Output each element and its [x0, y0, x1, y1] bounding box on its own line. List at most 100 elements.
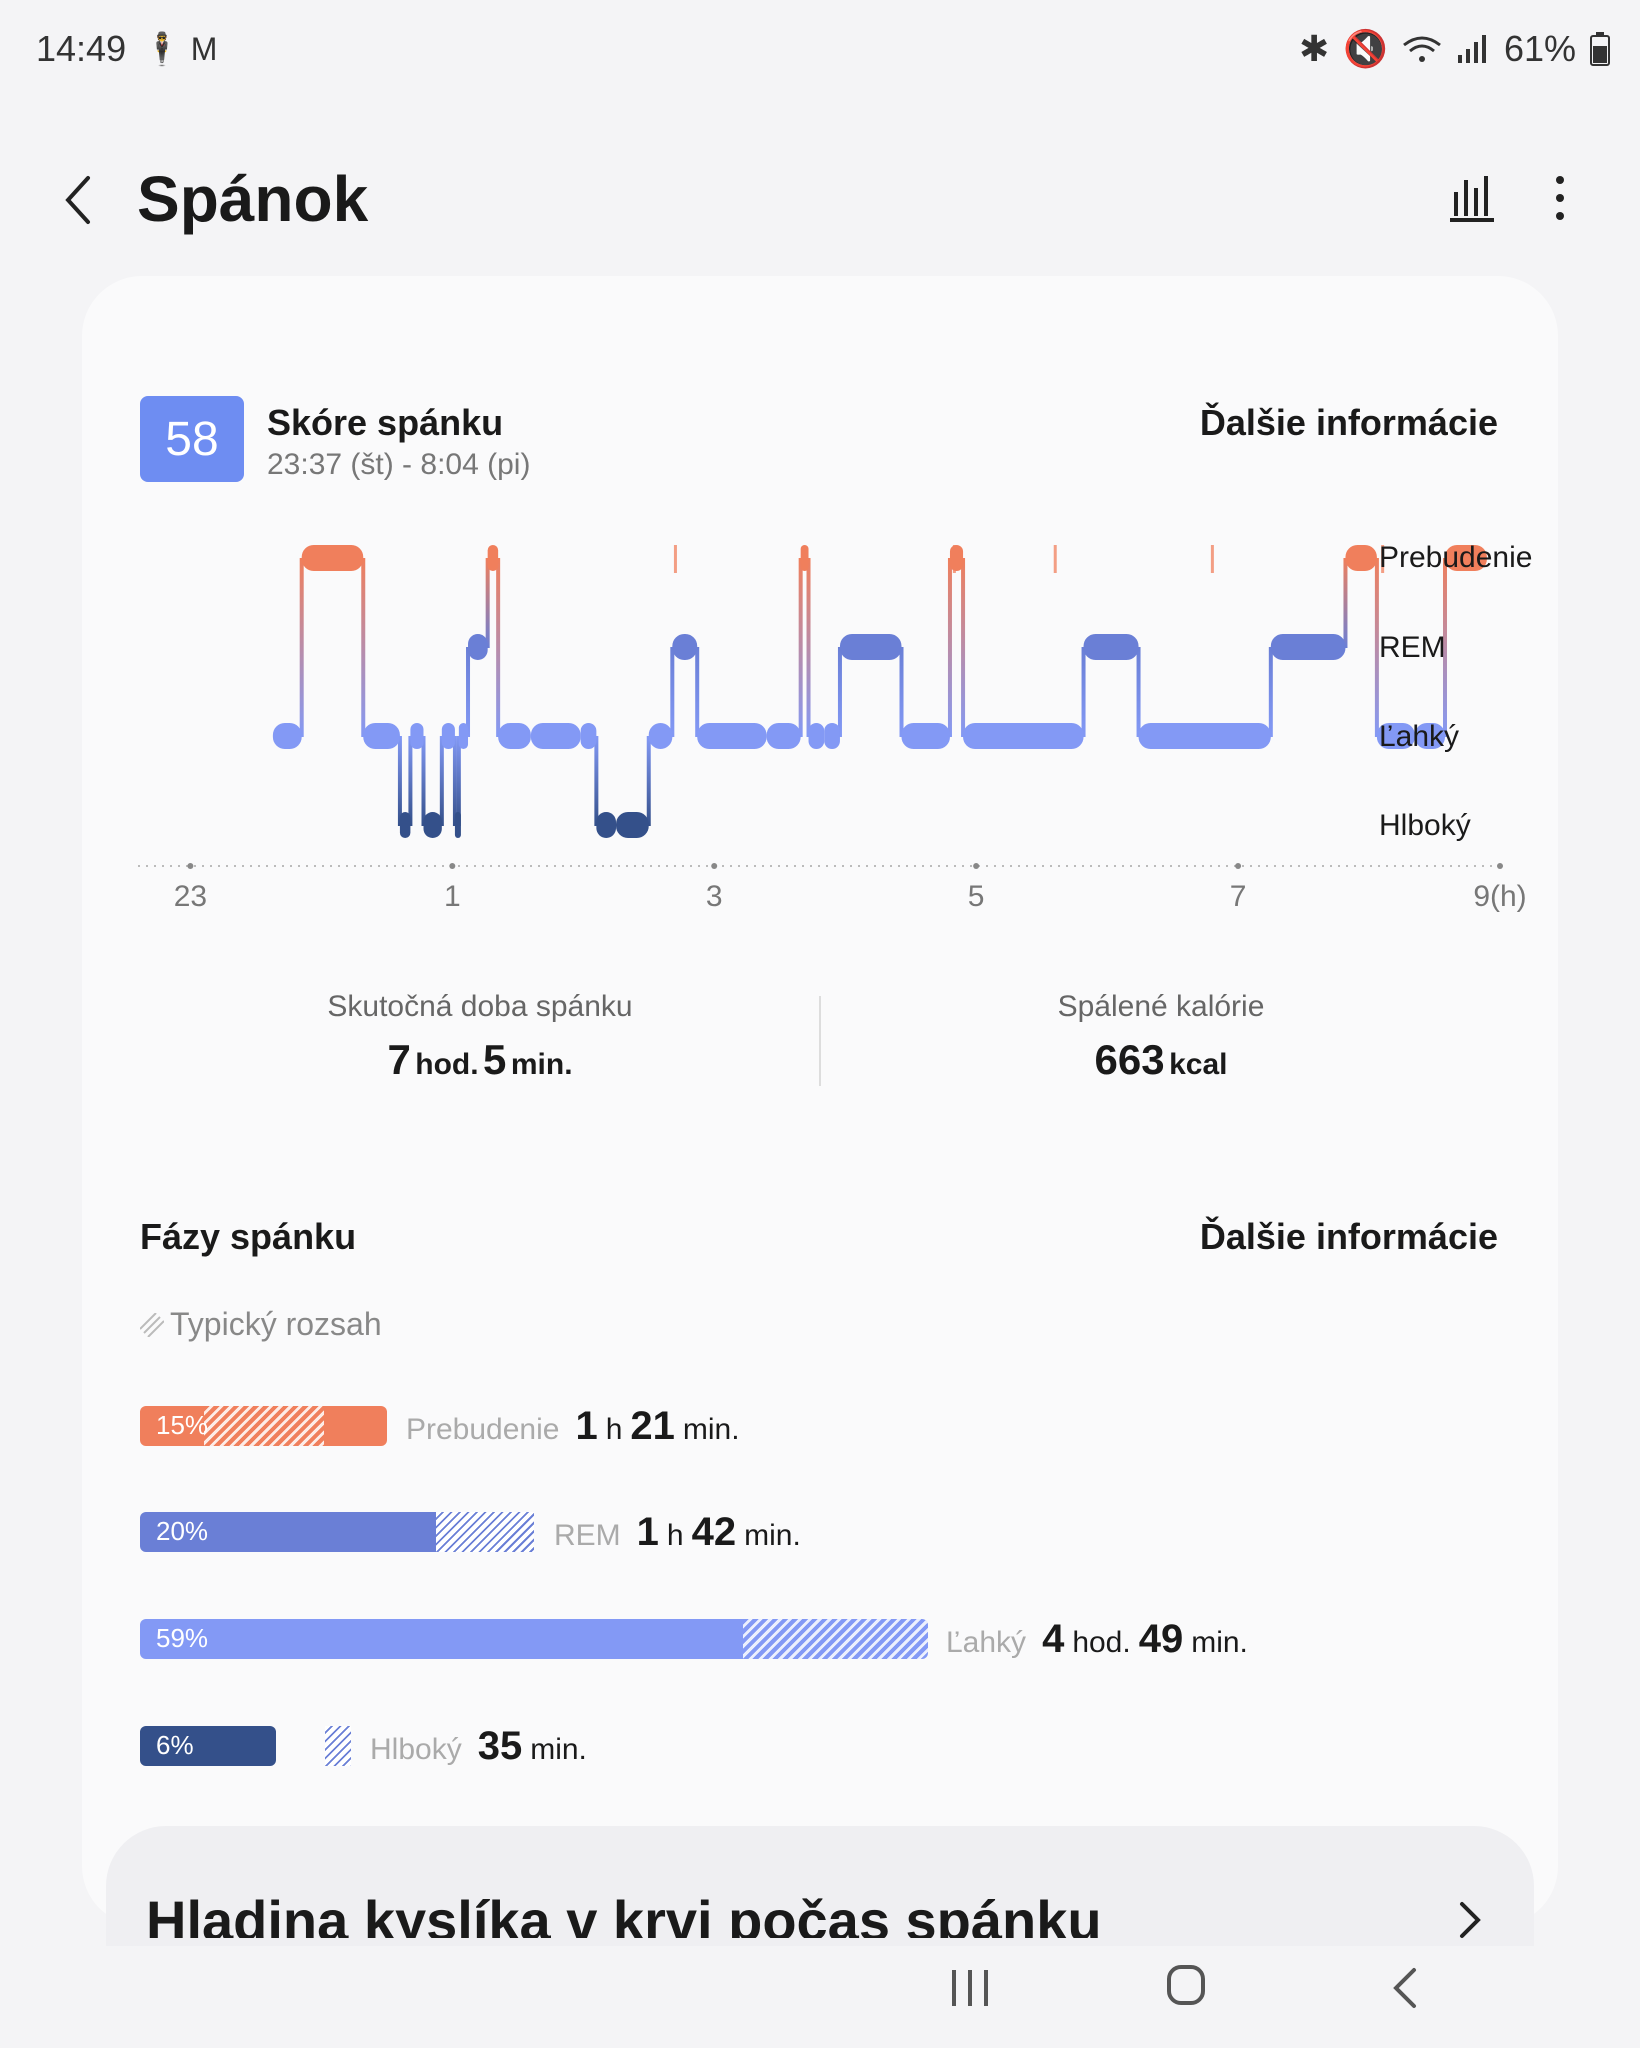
stage-transition	[695, 647, 700, 737]
typical-range-legend: Typický rozsah	[140, 1306, 382, 1343]
battery-icon	[1590, 32, 1610, 66]
page-title: Spánok	[137, 163, 369, 235]
blood-oxygen-card[interactable]	[106, 1826, 1534, 1946]
x-tick-dot	[187, 863, 194, 869]
x-tick-dot	[1235, 863, 1242, 869]
phase-bar-deep: 6%	[140, 1726, 276, 1766]
sleep-stage-segment	[580, 723, 597, 749]
sleep-time-range: 23:37 (št) - 8:04 (pi)	[267, 448, 531, 481]
awake-tick	[1053, 545, 1057, 573]
wifi-icon	[1403, 36, 1441, 62]
back-arrow-icon[interactable]	[52, 168, 108, 232]
sleep-stage-segment	[1083, 634, 1139, 660]
recent-apps-icon[interactable]	[948, 1968, 992, 2008]
stage-transition	[1442, 558, 1447, 737]
typical-range-hatch	[325, 1726, 351, 1766]
notification-icons: 🕴 M	[142, 31, 218, 67]
phase-percent: 20%	[156, 1516, 209, 1546]
stage-transition	[798, 558, 803, 737]
awake-tick	[673, 545, 677, 573]
x-tick-label: 23	[173, 880, 208, 913]
phase-bar-light: 59%	[140, 1619, 928, 1659]
x-tick-label: 3	[705, 880, 723, 913]
phase-bar-rem: 20%	[140, 1512, 436, 1552]
sleep-stage-segment	[616, 812, 649, 838]
sleep-stage-segment	[963, 723, 1084, 749]
phase-info-light: Ľahký 4 hod. 49 min.	[946, 1617, 1248, 1661]
sleep-phases-title: Fázy spánku	[140, 1216, 357, 1257]
sleep-stage-segment	[901, 723, 950, 749]
sleep-stage-segment	[1270, 634, 1346, 660]
sleep-stage-segment	[458, 723, 469, 749]
legend-deep: Hlboký	[1379, 809, 1471, 842]
awake-tick	[1210, 545, 1214, 573]
x-tick-label: 9(h)	[1473, 880, 1527, 913]
sleep-stage-segment	[1345, 545, 1377, 571]
mute-icon: 🔇	[1343, 28, 1388, 69]
x-tick-label: 5	[967, 880, 985, 913]
x-tick-label: 1	[443, 880, 461, 913]
stage-transition	[466, 647, 471, 737]
sleep-stage-segment	[454, 812, 461, 838]
sleep-score-badge: 58	[140, 396, 244, 482]
stage-transition	[456, 736, 461, 826]
typical-range-hatch	[743, 1619, 928, 1659]
sleep-stage-segment	[399, 812, 411, 838]
typical-range-label: Typický rozsah	[170, 1306, 382, 1342]
stage-transition	[1343, 558, 1348, 648]
x-tick-dot	[449, 863, 456, 869]
phase-percent: 15%	[156, 1410, 209, 1440]
phase-percent: 59%	[156, 1623, 209, 1653]
home-icon[interactable]	[1166, 1964, 1206, 2006]
stage-transition	[485, 558, 490, 648]
sleep-stage-segment	[498, 723, 531, 749]
status-right: ✱ 🔇 61%	[1299, 28, 1610, 70]
stage-transition	[1081, 647, 1086, 737]
sleep-stage-segment	[423, 812, 442, 838]
sleep-stage-segment	[272, 723, 302, 749]
battery-percent: 61%	[1503, 28, 1576, 69]
stage-transition	[496, 558, 501, 737]
sleep-stage-segment	[363, 723, 400, 749]
calories-label: Spálené kalórie	[1057, 990, 1265, 1023]
stage-transition	[961, 558, 966, 737]
phase-info-deep: Hlboký 35 min.	[370, 1724, 587, 1768]
typical-range-hatch	[436, 1512, 534, 1552]
typical-range-hatch	[204, 1406, 324, 1446]
sleep-score-title: Skóre spánku	[267, 402, 504, 443]
stage-transition	[1374, 558, 1379, 737]
blood-oxygen-title: Hladina kyslíka v krvi počas spánku	[146, 1889, 1102, 1938]
stage-transition	[361, 558, 366, 737]
stage-transition	[947, 558, 952, 737]
legend-rem: REM	[1379, 631, 1446, 664]
bar-chart-icon[interactable]	[1448, 172, 1500, 224]
stage-transition	[1136, 647, 1141, 737]
sleep-stage-segment	[824, 723, 840, 749]
stage-transition	[299, 558, 304, 737]
x-tick-dot	[1497, 863, 1503, 869]
more-options-icon[interactable]	[1540, 172, 1580, 224]
hatch-icon	[140, 1312, 164, 1337]
stage-transition	[397, 736, 402, 826]
actual-sleep-value: 7 hod. 5 min.	[387, 1036, 573, 1083]
legend-light: Ľahký	[1379, 720, 1460, 753]
phases-more-info-link[interactable]: Ďalšie informácie	[1199, 1216, 1498, 1257]
sleep-stage-segment	[808, 723, 825, 749]
sleep-stage-segment	[1138, 723, 1271, 749]
chevron-right-icon[interactable]	[1450, 1898, 1490, 1942]
stage-transition	[670, 647, 675, 737]
nav-back-icon[interactable]	[1390, 1966, 1420, 2010]
sleep-stages-chart	[138, 545, 1503, 869]
stage-transition	[439, 736, 444, 826]
sleep-stage-segment	[1376, 723, 1415, 749]
stage-transition	[421, 736, 426, 826]
sleep-stage-segment	[530, 723, 581, 749]
phase-percent: 6%	[156, 1730, 194, 1760]
phase-bar-awake: 15%	[140, 1406, 387, 1446]
sleep-stage-segment	[1444, 545, 1487, 571]
score-more-info-link[interactable]: Ďalšie informácie	[1199, 402, 1498, 443]
sleep-stage-segment	[800, 545, 809, 571]
sleep-stage-segment	[441, 723, 455, 749]
